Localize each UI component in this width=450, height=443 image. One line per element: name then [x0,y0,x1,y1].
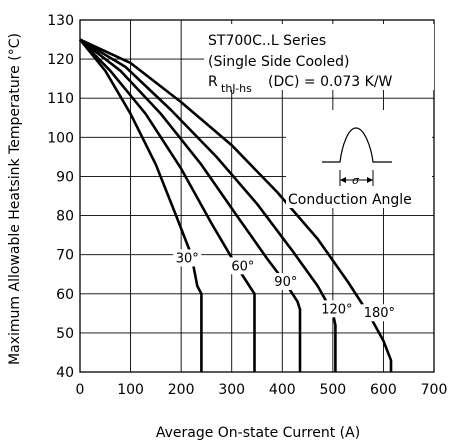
curve-90deg [79,38,302,372]
curves [78,38,393,372]
curve-30deg [78,38,203,372]
y-tick-label: 80 [56,209,74,225]
x-tick-label: 0 [76,382,85,398]
resistance-value: (DC) = 0.073 K/W [268,74,393,90]
curve-label: 30° [176,251,199,266]
inset-arrowhead-left [340,177,346,183]
curve-180deg [79,38,393,372]
y-axis-ticks: 40 50 60 70 80 90 100 110 120 130 [47,13,74,381]
curve-label-bg [173,249,202,267]
x-tick-label: 600 [370,382,397,398]
curve-120deg [79,38,337,372]
y-tick-label: 110 [47,91,74,107]
y-tick-label: 70 [56,248,74,264]
x-tick-label: 300 [218,382,245,398]
resistance-subscript: thJ-hs [221,82,252,95]
curve-label: 120° [321,302,352,317]
curve-label-bg [271,272,300,290]
inset-background [286,110,432,208]
y-tick-label: 130 [47,13,74,29]
inset-waveform [322,127,392,163]
curve-label-bg [228,257,257,275]
x-axis-ticks: 0 100 200 300 400 500 600 700 [76,382,448,398]
curve-60deg [79,38,256,372]
cooling-note: (Single Side Cooled) [208,54,349,70]
y-tick-label: 40 [56,365,74,381]
inset-arrowhead-right [367,177,373,183]
plot-frame [79,19,435,373]
series-title: ST700C..L Series [208,33,326,49]
x-tick-label: 100 [117,382,144,398]
x-tick-label: 400 [269,382,296,398]
curve-labels: 30° 60° 90° 120° 180° [173,249,398,322]
y-tick-label: 60 [56,287,74,303]
resistance-symbol: R [208,74,218,90]
x-tick-label: 700 [421,382,448,398]
y-tick-label: 120 [47,52,74,68]
x-tick-label: 500 [319,382,346,398]
y-axis-label: Maximum Allowable Heatsink Temperature (… [7,33,23,365]
annotation-background [204,24,434,90]
y-tick-label: 90 [56,169,74,185]
curve-label: 180° [364,306,395,321]
y-tick-label: 50 [56,326,74,342]
curve-label-bg [361,304,398,322]
y-tick-label: 100 [47,130,74,146]
x-tick-label: 200 [168,382,195,398]
inset-angle-symbol: σ [352,174,360,187]
curve-label: 60° [231,259,254,274]
inset-caption: Conduction Angle [288,192,412,208]
x-axis-label: Average On-state Current (A) [156,425,360,441]
curve-label-bg [318,300,355,318]
curve-label: 90° [274,275,297,290]
